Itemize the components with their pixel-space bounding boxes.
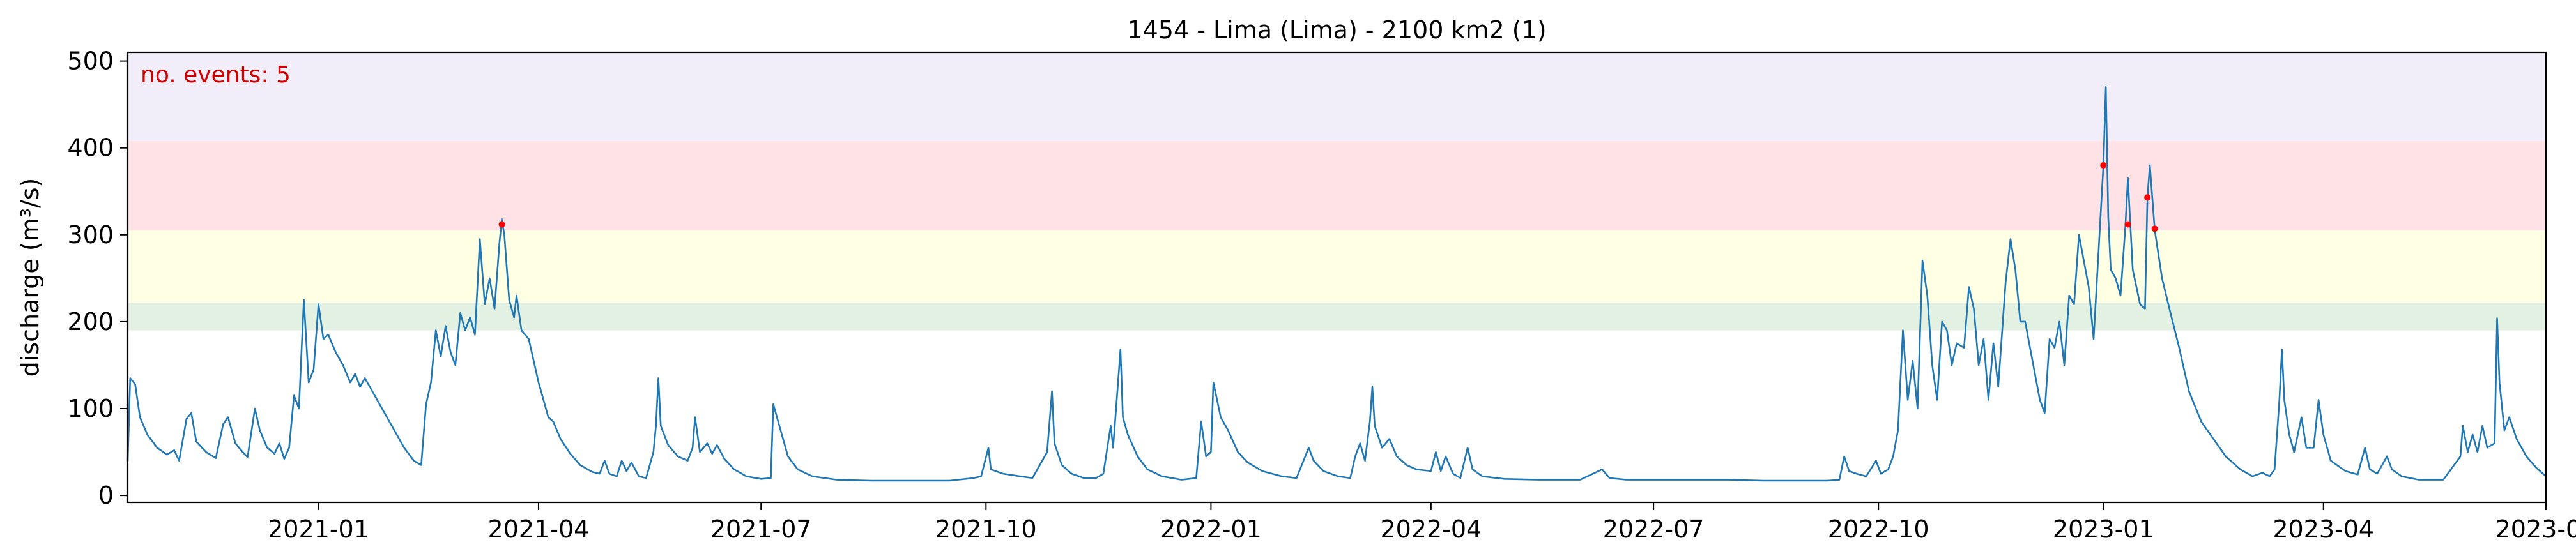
y-tick-label: 500 <box>67 47 114 75</box>
y-tick-label: 200 <box>67 308 114 336</box>
series-layer <box>126 86 2547 482</box>
discharge-series-line <box>126 86 2547 482</box>
event-marker <box>2144 194 2151 201</box>
y-tick-label: 0 <box>98 481 114 509</box>
y-axis-title: discharge (m³/s) <box>16 178 44 377</box>
x-tick-label: 2023-04 <box>2273 515 2374 543</box>
event-marker <box>2100 162 2107 169</box>
event-marker <box>498 221 505 228</box>
threshold-band-3 <box>128 140 2546 231</box>
x-tick-label: 2021-04 <box>488 515 590 543</box>
x-tick-label: 2022-01 <box>1160 515 1262 543</box>
threshold-bands <box>128 52 2546 331</box>
y-axis: 0 100 200 300 400 500 <box>67 47 128 509</box>
x-tick-label: 2021-01 <box>268 515 369 543</box>
threshold-band-4 <box>128 52 2546 141</box>
events-count-annotation: no. events: 5 <box>141 62 291 88</box>
chart-title: 1454 - Lima (Lima) - 2100 km2 (1) <box>1127 16 1546 44</box>
event-marker <box>2124 221 2131 228</box>
event-marker <box>2151 225 2158 232</box>
threshold-band-2 <box>128 230 2546 303</box>
x-tick-label: 2022-07 <box>1603 515 1705 543</box>
event-markers <box>498 162 2158 232</box>
x-tick-label: 2022-04 <box>1380 515 1482 543</box>
x-tick-label: 2021-10 <box>935 515 1037 543</box>
y-tick-label: 300 <box>67 221 114 249</box>
x-tick-label: 2021-07 <box>710 515 812 543</box>
plot-frame <box>126 51 2547 504</box>
x-tick-label: 2022-10 <box>1828 515 1929 543</box>
y-tick-label: 100 <box>67 394 114 423</box>
y-tick-label: 400 <box>67 134 114 162</box>
x-tick-label: 2023-07 <box>2496 515 2576 543</box>
threshold-band-1 <box>128 302 2546 331</box>
x-axis: 2021-01 2021-04 2021-07 2021-10 2022-01 2022-… <box>268 502 2576 543</box>
x-tick-label: 2023-01 <box>2053 515 2154 543</box>
